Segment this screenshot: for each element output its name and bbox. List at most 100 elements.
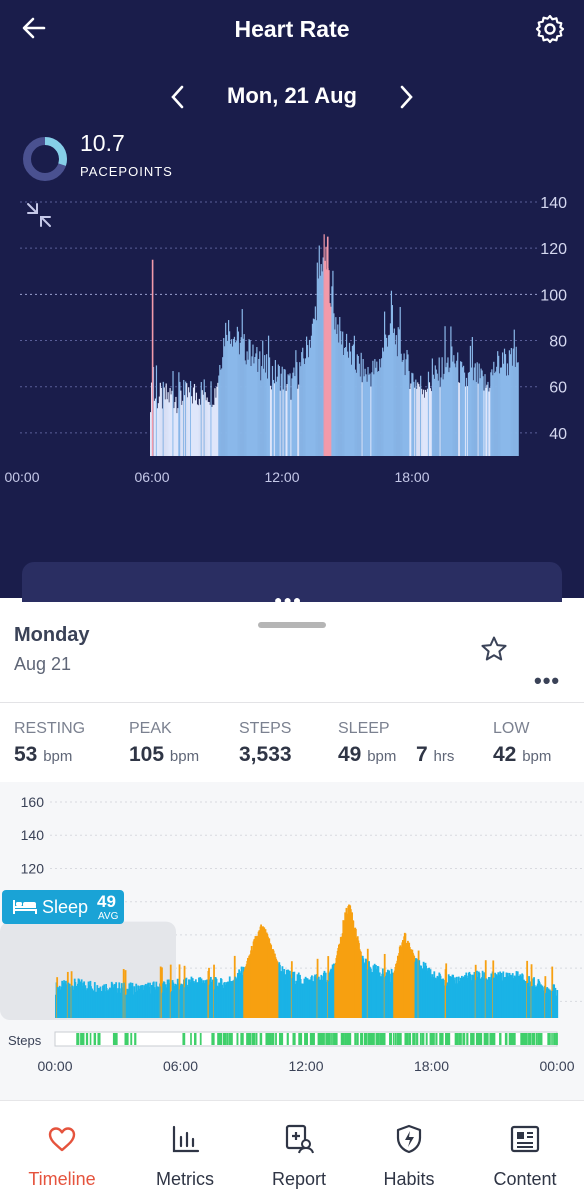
hr-bar: [313, 319, 315, 456]
chevron-left-icon[interactable]: [166, 84, 190, 110]
hr-bar: [304, 364, 306, 456]
pager-dots: ●●●: [274, 592, 303, 608]
hr-bar: [227, 340, 229, 456]
hr-bar: [322, 257, 324, 456]
hr-bar: [176, 413, 178, 456]
star-icon[interactable]: [480, 635, 508, 663]
hr-bar: [178, 372, 180, 456]
pacepoints-value: 10.7: [80, 130, 125, 156]
nav-item-metrics[interactable]: Metrics: [127, 1101, 243, 1200]
bed-icon: [13, 900, 37, 914]
steps-mark: [329, 1033, 331, 1045]
hr-bar: [213, 405, 215, 456]
hr-bar: [317, 278, 319, 456]
hr-bar: [406, 349, 408, 456]
current-date[interactable]: Mon, 21 Aug: [227, 83, 357, 108]
hr-bar: [450, 326, 452, 456]
hr-bar: [309, 347, 312, 456]
collapse-icon[interactable]: [24, 200, 54, 230]
hr-bar: [192, 387, 195, 456]
hr-bar: [361, 382, 363, 456]
hr-bar: [226, 334, 228, 456]
hr-bar: [289, 373, 291, 456]
hr-bar: [421, 388, 423, 456]
hr-bar: [285, 390, 287, 456]
steps-mark: [194, 1033, 197, 1045]
steps-mark: [441, 1033, 444, 1045]
hr-bar: [452, 361, 454, 456]
hr-bar: [400, 353, 402, 456]
hr-bar: [360, 352, 362, 456]
nav-item-content[interactable]: Content: [467, 1101, 583, 1200]
nav-item-habits[interactable]: Habits: [351, 1101, 467, 1200]
hr-bar: [462, 367, 464, 456]
stat-steps-value: 3,533: [239, 743, 292, 766]
hr-bar: [270, 389, 273, 456]
hr-bar: [459, 382, 461, 456]
steps-mark: [333, 1033, 337, 1045]
hr-bar: [150, 412, 152, 456]
hr-bar: [458, 382, 460, 456]
steps-mark: [485, 1033, 489, 1045]
hr-bar: [229, 343, 232, 456]
hr-bar: [300, 366, 302, 456]
hr-bar: [159, 382, 161, 456]
hr-bar: [423, 397, 426, 456]
steps-label: Steps: [8, 1033, 42, 1048]
steps-mark: [508, 1033, 512, 1045]
sheet-drag-handle[interactable]: [258, 622, 326, 628]
hr-bar: [345, 347, 347, 456]
hr-bar: [248, 339, 250, 456]
hr-bar: [409, 388, 411, 456]
hr-bar: [453, 355, 455, 456]
heart-rate-chart: 40 60 80 100 120 140 00:00 06:00 12:00 18:00: [4, 195, 567, 485]
steps-mark: [389, 1033, 393, 1045]
sleep-badge-sub: AVG: [98, 911, 119, 922]
hr-bar: [165, 383, 167, 456]
steps-mark: [381, 1033, 385, 1045]
hr-bar: [307, 357, 310, 456]
steps-mark: [404, 1033, 408, 1045]
nav-item-timeline[interactable]: Timeline: [4, 1101, 120, 1200]
hr-bar: [387, 335, 390, 456]
hr-bar: [187, 397, 189, 456]
hr-bar: [291, 378, 293, 456]
report-icon: [285, 1124, 314, 1154]
hr-bar: [320, 264, 322, 456]
hr-bar: [224, 346, 226, 456]
hr-bar: [175, 396, 177, 456]
stat-peak-value: 105 bpm: [129, 743, 200, 766]
hr-bar: [437, 380, 439, 456]
hr-bar: [439, 387, 441, 456]
steps-mark: [360, 1033, 364, 1045]
hr-bar: [402, 360, 404, 456]
hr-bar: [517, 362, 519, 456]
sleep-badge[interactable]: Sleep 49 AVG: [2, 890, 124, 924]
hr-bar: [340, 331, 342, 456]
steps-mark: [356, 1033, 359, 1045]
gear-icon[interactable]: [534, 13, 566, 45]
more-options-icon[interactable]: •••: [534, 668, 561, 693]
hr-bar: [323, 234, 325, 456]
hr-bar: [311, 323, 314, 456]
hr-bar: [235, 341, 237, 456]
hr-bar: [162, 381, 164, 456]
app-bar: Heart Rate: [0, 0, 584, 60]
hr-bar: [321, 271, 323, 456]
hr-bar: [401, 361, 403, 456]
sleep-badge-label: Sleep: [42, 897, 89, 917]
nav-item-report[interactable]: Report: [241, 1101, 357, 1200]
hr-bar: [482, 376, 484, 456]
steps-mark: [408, 1033, 412, 1045]
steps-mark: [275, 1033, 277, 1045]
hr-area-bar: [124, 970, 127, 1018]
hr-bar: [420, 375, 422, 456]
steps-mark: [483, 1033, 487, 1045]
hr-bar: [508, 350, 510, 456]
chevron-right-icon[interactable]: [394, 84, 418, 110]
hr-bar: [204, 392, 206, 456]
steps-mark: [512, 1033, 516, 1045]
arrow-left-icon[interactable]: [20, 14, 48, 42]
x-tick-label: 06:00: [163, 1058, 198, 1074]
hr-bar: [183, 379, 185, 456]
